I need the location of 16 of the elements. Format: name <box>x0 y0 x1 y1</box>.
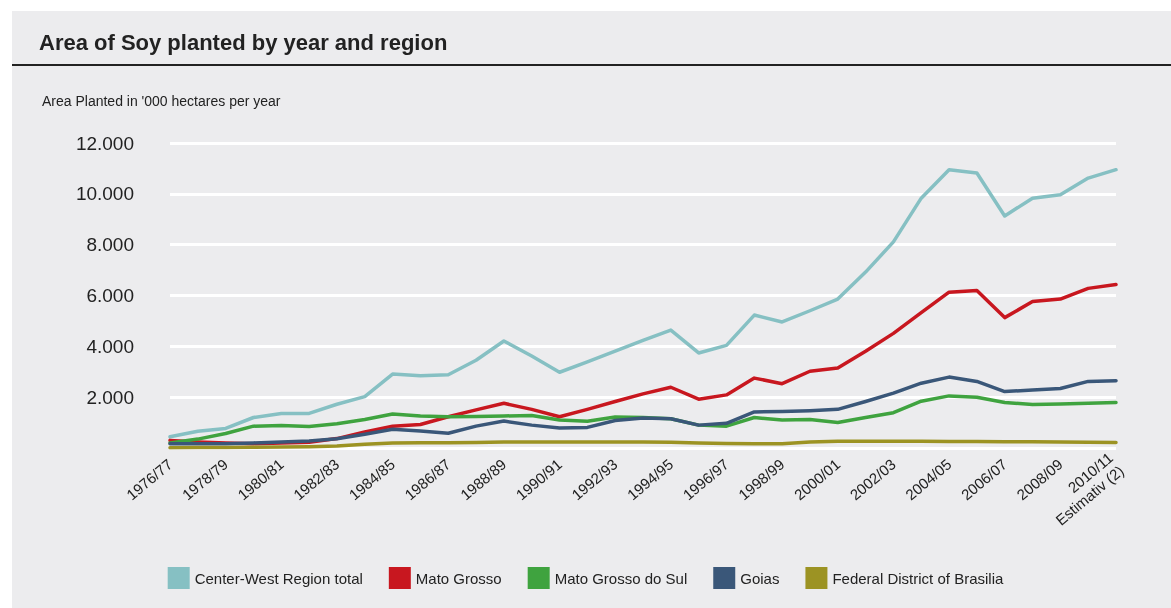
legend-label: Mato Grosso do Sul <box>554 569 688 587</box>
y-tick-label: 6.000 <box>86 285 134 306</box>
y-tick-label: 2.000 <box>86 386 134 408</box>
y-tick-label: 10.000 <box>75 183 134 205</box>
y-tick-label: 8.000 <box>86 234 134 256</box>
y-tick-label: 4.000 <box>86 335 134 357</box>
line-series <box>168 375 1118 446</box>
legend-label: Federal District of Brasilia <box>832 569 1004 587</box>
legend-label: Mato Grosso <box>415 569 502 587</box>
line-series <box>168 439 1118 450</box>
legend-label: Goias <box>740 569 780 587</box>
y-axis-title: Area Planted in '000 hectares per year <box>42 93 281 109</box>
legend-label: Center-West Region total <box>194 569 363 587</box>
chart-title: Area of Soy planted by year and region <box>39 29 448 55</box>
line-series <box>168 167 1118 439</box>
y-tick-label: 12.000 <box>75 132 134 154</box>
